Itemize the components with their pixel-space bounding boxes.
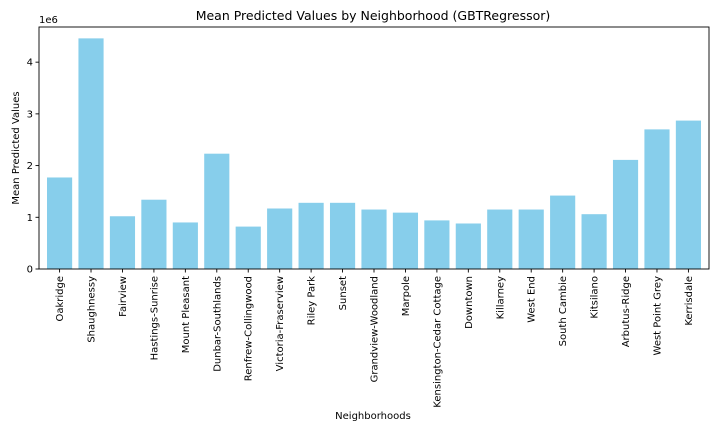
- bar-19: [644, 129, 670, 269]
- bar-5: [204, 153, 230, 269]
- x-tick-label-16: South Cambie: [558, 276, 569, 346]
- x-tick-label-7: Victoria-Fraserview: [275, 276, 286, 371]
- x-tick-label-15: West End: [527, 276, 538, 323]
- x-tick-label-8: Riley Park: [307, 276, 318, 326]
- bar-10: [361, 209, 387, 269]
- plot-frame: [38, 26, 710, 270]
- bar-7: [267, 208, 293, 269]
- bar-9: [329, 202, 356, 269]
- y-tick-label-1: 1: [27, 213, 33, 224]
- bar-4: [172, 222, 198, 269]
- bar-2: [109, 216, 136, 269]
- x-tick-label-11: Marpole: [401, 276, 412, 316]
- x-tick-label-20: Kerrisdale: [684, 276, 695, 326]
- bar-15: [518, 209, 544, 269]
- y-axis-label: Mean Predicted Values: [11, 91, 22, 204]
- x-tick-label-9: Sunset: [338, 276, 349, 310]
- x-tick-label-12: Kensington-Cedar Cottage: [432, 276, 443, 408]
- y-tick-label-4: 4: [27, 58, 33, 69]
- bar-14: [487, 209, 513, 269]
- bar-8: [298, 202, 324, 269]
- x-tick-label-14: Killarney: [495, 276, 506, 319]
- y-tick-label-0: 0: [27, 265, 33, 276]
- bar-6: [235, 226, 261, 269]
- bar-3: [141, 199, 167, 269]
- x-ticks-group: Oakridge Shaughnessy Fairview Hastings-Sunr…: [55, 269, 695, 408]
- x-tick-label-3: Hastings-Sunrise: [149, 276, 160, 360]
- x-tick-label-13: Downtown: [464, 276, 475, 329]
- bars-group: [47, 38, 701, 269]
- bar-18: [612, 159, 639, 269]
- bar-16: [550, 195, 576, 269]
- bar-12: [424, 220, 450, 269]
- bar-20: [675, 120, 701, 269]
- x-tick-label-6: Renfrew-Collingwood: [244, 276, 255, 381]
- x-tick-label-2: Fairview: [118, 276, 129, 317]
- bar-13: [455, 223, 481, 269]
- x-tick-label-1: Shaughnessy: [87, 276, 98, 343]
- bar-11: [392, 212, 419, 269]
- x-tick-label-10: Grandview-Woodland: [370, 276, 381, 382]
- x-tick-label-4: Mount Pleasant: [181, 276, 192, 353]
- bar-1: [78, 38, 104, 269]
- chart-title: Mean Predicted Values by Neighborhood (G…: [196, 8, 551, 23]
- y-tick-label-2: 2: [27, 161, 33, 172]
- bar-17: [581, 214, 607, 269]
- x-tick-label-17: Kitsilano: [590, 276, 601, 319]
- bar-0: [47, 177, 73, 269]
- x-tick-label-18: Arbutus-Ridge: [621, 276, 632, 347]
- y-tick-label-3: 3: [27, 109, 33, 120]
- x-tick-label-0: Oakridge: [55, 276, 66, 322]
- y-offset-label: 1e6: [39, 15, 58, 26]
- x-tick-label-5: Dunbar-Southlands: [212, 276, 223, 372]
- y-ticks-group: 0 1 2 3 4: [27, 58, 39, 276]
- x-axis-label: Neighborhoods: [335, 411, 411, 422]
- x-tick-label-19: West Point Grey: [652, 276, 663, 356]
